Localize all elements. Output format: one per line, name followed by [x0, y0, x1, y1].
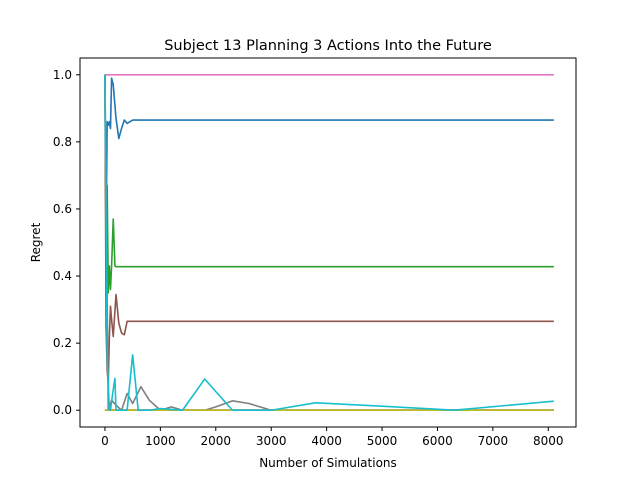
series-line-3 — [104, 74, 554, 294]
x-tick-label: 2000 — [201, 434, 232, 448]
y-tick-label: 0.2 — [53, 336, 72, 350]
chart-title: Subject 13 Planning 3 Actions Into the F… — [164, 38, 492, 54]
y-tick-label: 0.6 — [53, 202, 72, 216]
x-tick-label: 3000 — [256, 434, 287, 448]
x-tick-label: 7000 — [478, 434, 509, 448]
series-line-10 — [104, 74, 554, 412]
plot-lines — [104, 73, 554, 412]
y-tick-label: 0.8 — [53, 135, 72, 149]
series-line-1 — [104, 74, 554, 244]
axes-frame — [79, 57, 577, 428]
x-tick-label: 4000 — [311, 434, 342, 448]
x-axis-label: Number of Simulations — [259, 456, 397, 470]
y-axis-ticks: 0.0 0.2 0.4 0.6 0.8 1.0 — [53, 68, 80, 417]
y-axis-label: Regret — [29, 222, 43, 262]
x-axis-ticks: 0 1000 2000 3000 4000 5000 6000 7000 8000 — [101, 427, 564, 448]
x-tick-label: 8000 — [533, 434, 564, 448]
y-tick-label: 0.0 — [53, 403, 72, 417]
y-tick-label: 1.0 — [53, 68, 72, 82]
y-tick-label: 0.4 — [53, 269, 72, 283]
x-tick-label: 6000 — [422, 434, 453, 448]
x-tick-label: 0 — [101, 434, 109, 448]
x-tick-label: 1000 — [145, 434, 176, 448]
x-tick-label: 5000 — [367, 434, 398, 448]
